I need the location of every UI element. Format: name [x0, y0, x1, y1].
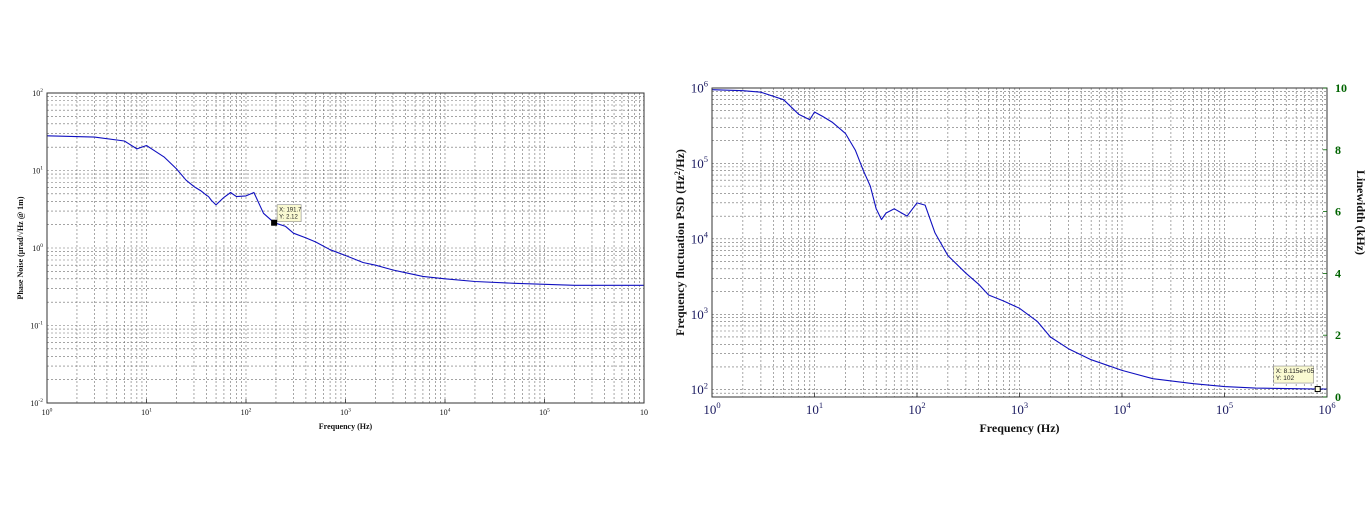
x-tick-label: 101: [806, 400, 823, 417]
y-tick-label: 100: [32, 243, 43, 253]
x-tick-label: 102: [241, 407, 252, 417]
x-tick-label: 100: [42, 407, 53, 417]
y2-tick-label: 2: [1335, 328, 1341, 342]
y-tick-label: 10-1: [30, 321, 43, 331]
x-tick-label: 100: [703, 400, 720, 417]
y-tick-label: 103: [691, 305, 708, 322]
datatip-y-label: Y: 2.12: [279, 215, 298, 221]
x-tick-label: 103: [1011, 400, 1028, 417]
phase-noise-datatip[interactable]: X: 191.7 Y: 2.12: [271, 204, 303, 226]
datatip-box: [276, 204, 302, 223]
frequency-psd-x-axis-label: Frequency (Hz): [979, 421, 1059, 435]
frequency-psd-datatip[interactable]: X: 8.115e+05 Y: 102: [1273, 365, 1321, 393]
frequency-psd-x-ticks: 100 101 102 103 104 105 106: [703, 393, 1336, 417]
x-tick-label: 105: [1216, 400, 1233, 417]
frequency-psd-y-axis-label: Frequency fluctuation PSD (Hz2/Hz): [673, 149, 687, 336]
phase-noise-y-axis-label: Phase Noise (μrad/√Hz @ 1m): [16, 196, 25, 299]
x-tick-label: 103: [340, 407, 351, 417]
frequency-psd-series: [711, 89, 1327, 390]
y-tick-label: 10-2: [30, 398, 43, 408]
x-tick-label: 10: [640, 408, 648, 417]
phase-noise-y-ticks: 10-2 10-1 100 101 102: [30, 88, 43, 408]
frequency-psd-grid: [711, 88, 1327, 398]
y-tick-label: 106: [691, 79, 708, 96]
linewidth-y2-ticks: 0 2 4 6 8 10: [1323, 81, 1347, 404]
y2-tick-label: 6: [1335, 205, 1341, 219]
datatip-x-label: X: 191.7: [279, 208, 302, 214]
frequency-psd-y-ticks: 102 103 104 105 106: [691, 79, 709, 398]
series-line: [46, 135, 644, 286]
x-tick-label: 104: [1113, 400, 1131, 417]
x-tick-label: 106: [1318, 400, 1335, 417]
phase-noise-x-axis-label: Frequency (Hz): [319, 422, 373, 431]
phase-noise-grid: [46, 93, 644, 404]
y2-tick-label: 10: [1335, 81, 1347, 95]
datatip-y-label: Y: 102: [1276, 375, 1295, 382]
y-tick-label: 105: [691, 154, 708, 171]
linewidth-axis-label: Linewidth (kHz): [1354, 170, 1366, 255]
x-tick-label: 102: [908, 400, 925, 417]
y-tick-label: 104: [691, 230, 709, 247]
y-tick-label: 102: [691, 380, 708, 397]
y2-tick-label: 0: [1335, 390, 1341, 404]
phase-noise-x-ticks: 100 101 102 103 104 105 10: [42, 399, 648, 417]
series-line: [711, 89, 1327, 390]
x-tick-label: 104: [440, 407, 451, 417]
y2-tick-label: 4: [1335, 266, 1341, 280]
datatip-x-label: X: 8.115e+05: [1276, 368, 1315, 375]
y-tick-label: 101: [32, 166, 43, 176]
datatip-box: [1273, 365, 1315, 384]
phase-noise-series: [46, 135, 644, 286]
y-tick-label: 102: [32, 88, 43, 98]
phase-noise-chart: 100 101 102 103 104 105 10 10-2 10-1 100 101 102 F…: [16, 88, 648, 431]
datatip-marker[interactable]: [1314, 386, 1321, 393]
y2-tick-label: 8: [1335, 143, 1341, 157]
datatip-marker[interactable]: [271, 219, 278, 226]
x-tick-label: 101: [141, 407, 152, 417]
x-tick-label: 105: [539, 407, 550, 417]
